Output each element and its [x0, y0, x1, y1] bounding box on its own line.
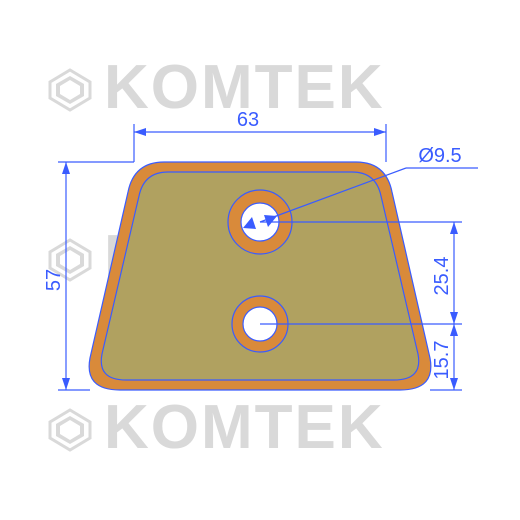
dim-left-height-label: 57: [43, 269, 65, 291]
dim-top-width-label: 63: [237, 109, 259, 131]
dim-bottom-offset: 15.7: [430, 324, 462, 390]
dim-bottom-offset-label: 15.7: [431, 341, 453, 380]
dim-top-width: 63: [134, 109, 386, 162]
engineering-drawing: 63 57 Ø9.5 25.4 15.7: [0, 0, 520, 520]
dim-hole-spacing-label: 25.4: [431, 257, 453, 296]
dim-hole-dia-label: Ø9.5: [418, 145, 461, 167]
